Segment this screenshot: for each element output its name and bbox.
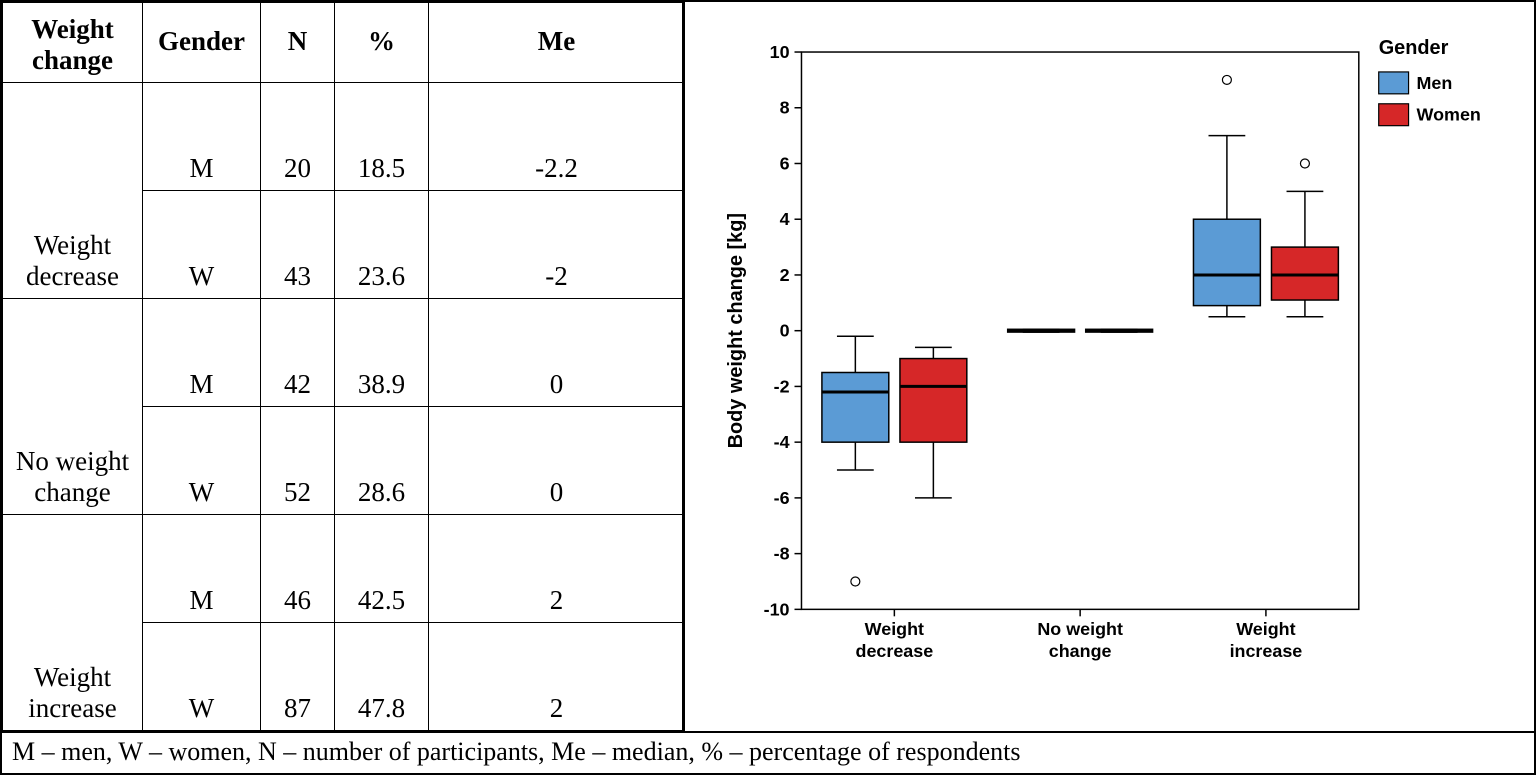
group-label-cell: No weight change: [3, 299, 143, 515]
pct-cell: 23.6: [335, 191, 429, 299]
legend-label: Men: [1417, 73, 1453, 93]
gender-cell: W: [143, 191, 261, 299]
group-label-cell: Weight increase: [3, 515, 143, 731]
me-cell: 0: [429, 299, 685, 407]
table-row: No weight changeM4238.90: [3, 299, 685, 407]
me-cell: 2: [429, 515, 685, 623]
pct-cell: 18.5: [335, 83, 429, 191]
panel-row: Weight change Gender N % Me Weight decre…: [0, 0, 1536, 731]
plot-area: [801, 52, 1358, 609]
y-axis-label: Body weight change [kg]: [725, 213, 747, 448]
col-header-gender: Gender: [143, 3, 261, 83]
x-category-label: Weight: [865, 619, 924, 639]
pct-cell: 42.5: [335, 515, 429, 623]
y-tick-label: 6: [780, 153, 790, 173]
x-category-label: No weight: [1037, 619, 1123, 639]
n-cell: 52: [261, 407, 335, 515]
box-women: [1086, 329, 1153, 332]
y-tick-label: 0: [780, 321, 790, 341]
y-tick-label: 10: [770, 42, 790, 62]
col-header-pct: %: [335, 3, 429, 83]
gender-cell: W: [143, 407, 261, 515]
data-table: Weight change Gender N % Me Weight decre…: [2, 2, 685, 731]
me-cell: -2.2: [429, 83, 685, 191]
pct-cell: 28.6: [335, 407, 429, 515]
pct-cell: 47.8: [335, 623, 429, 731]
table-caption: M – men, W – women, N – number of partic…: [0, 731, 1536, 775]
group-label-cell: Weight decrease: [3, 83, 143, 299]
y-tick-label: -2: [774, 376, 790, 396]
col-header-n: N: [261, 3, 335, 83]
x-category-label: Weight: [1236, 619, 1295, 639]
legend-swatch: [1379, 104, 1409, 126]
table-panel: Weight change Gender N % Me Weight decre…: [2, 2, 684, 731]
figure-container: Weight change Gender N % Me Weight decre…: [0, 0, 1536, 775]
box-men: [1008, 329, 1075, 332]
gender-cell: M: [143, 515, 261, 623]
y-tick-label: 8: [780, 98, 790, 118]
legend: Gender Men Women: [1379, 37, 1481, 126]
legend-title: Gender: [1379, 37, 1449, 59]
boxplot-svg: -10 -8 -6 -4 -2 0 2 4 6 8 10 Body weight change [kg…: [692, 14, 1526, 727]
y-tick-label: -10: [764, 599, 790, 619]
chart-panel: -10 -8 -6 -4 -2 0 2 4 6 8 10 Body weight change [kg…: [684, 2, 1534, 731]
legend-swatch: [1379, 72, 1409, 94]
y-tick-label: -8: [774, 544, 790, 564]
n-cell: 87: [261, 623, 335, 731]
n-cell: 43: [261, 191, 335, 299]
pct-cell: 38.9: [335, 299, 429, 407]
gender-cell: M: [143, 299, 261, 407]
legend-label: Women: [1417, 105, 1481, 125]
col-header-weight-change: Weight change: [3, 3, 143, 83]
me-cell: -2: [429, 191, 685, 299]
table-header-row: Weight change Gender N % Me: [3, 3, 685, 83]
y-tick-label: -6: [774, 488, 790, 508]
n-cell: 20: [261, 83, 335, 191]
me-cell: 0: [429, 407, 685, 515]
table-row: Weight increaseM4642.52: [3, 515, 685, 623]
x-category-label: increase: [1230, 641, 1303, 661]
n-cell: 46: [261, 515, 335, 623]
x-category-label: decrease: [856, 641, 934, 661]
col-header-me: Me: [429, 3, 685, 83]
me-cell: 2: [429, 623, 685, 731]
y-tick-label: 2: [780, 265, 790, 285]
table-row: Weight decreaseM2018.5-2.2: [3, 83, 685, 191]
gender-cell: W: [143, 623, 261, 731]
y-tick-label: -4: [774, 432, 790, 452]
y-tick-label: 4: [780, 209, 790, 229]
n-cell: 42: [261, 299, 335, 407]
x-category-label: change: [1049, 641, 1112, 661]
gender-cell: M: [143, 83, 261, 191]
boxplot-chart: -10 -8 -6 -4 -2 0 2 4 6 8 10 Body weight change [kg…: [692, 14, 1526, 727]
